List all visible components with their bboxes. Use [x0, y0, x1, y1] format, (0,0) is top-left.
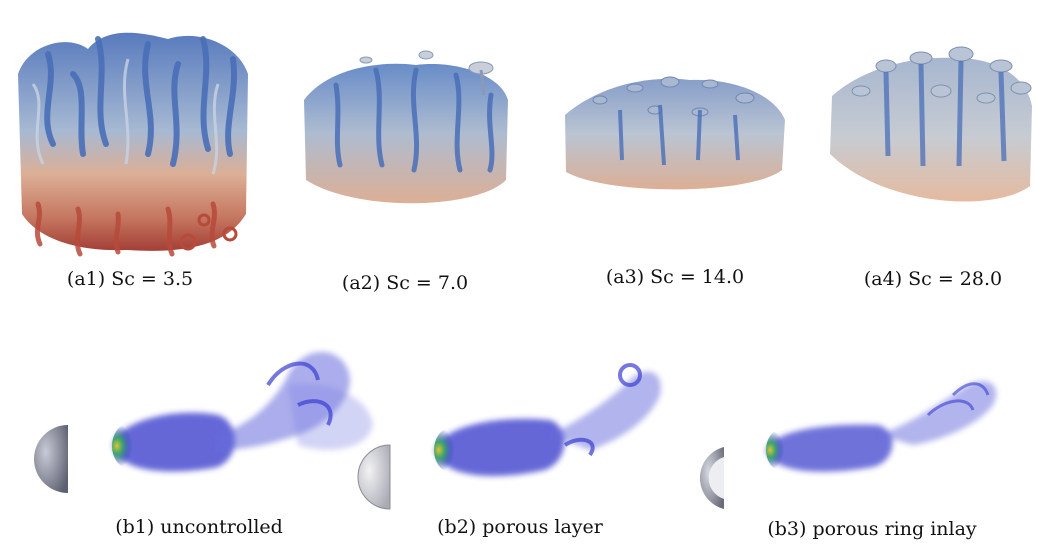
caption-b3: (b3) porous ring inlay	[767, 518, 977, 540]
caption-a1: (a1) Sc = 3.5	[66, 268, 194, 290]
plume-render-a3	[560, 60, 790, 200]
wake-render-b1	[28, 325, 388, 510]
plume-render-a1	[8, 14, 260, 264]
caption-b2: (b2) porous layer	[437, 516, 603, 538]
plume-render-a4	[826, 36, 1036, 216]
caption-a2: (a2) Sc = 7.0	[341, 272, 469, 294]
wake-render-b3	[678, 325, 1038, 510]
caption-b1: (b1) uncontrolled	[115, 516, 283, 538]
caption-a4: (a4) Sc = 28.0	[863, 268, 1003, 290]
plume-render-a2	[296, 40, 516, 220]
caption-a3: (a3) Sc = 14.0	[605, 266, 745, 288]
wake-render-b2	[350, 325, 710, 510]
